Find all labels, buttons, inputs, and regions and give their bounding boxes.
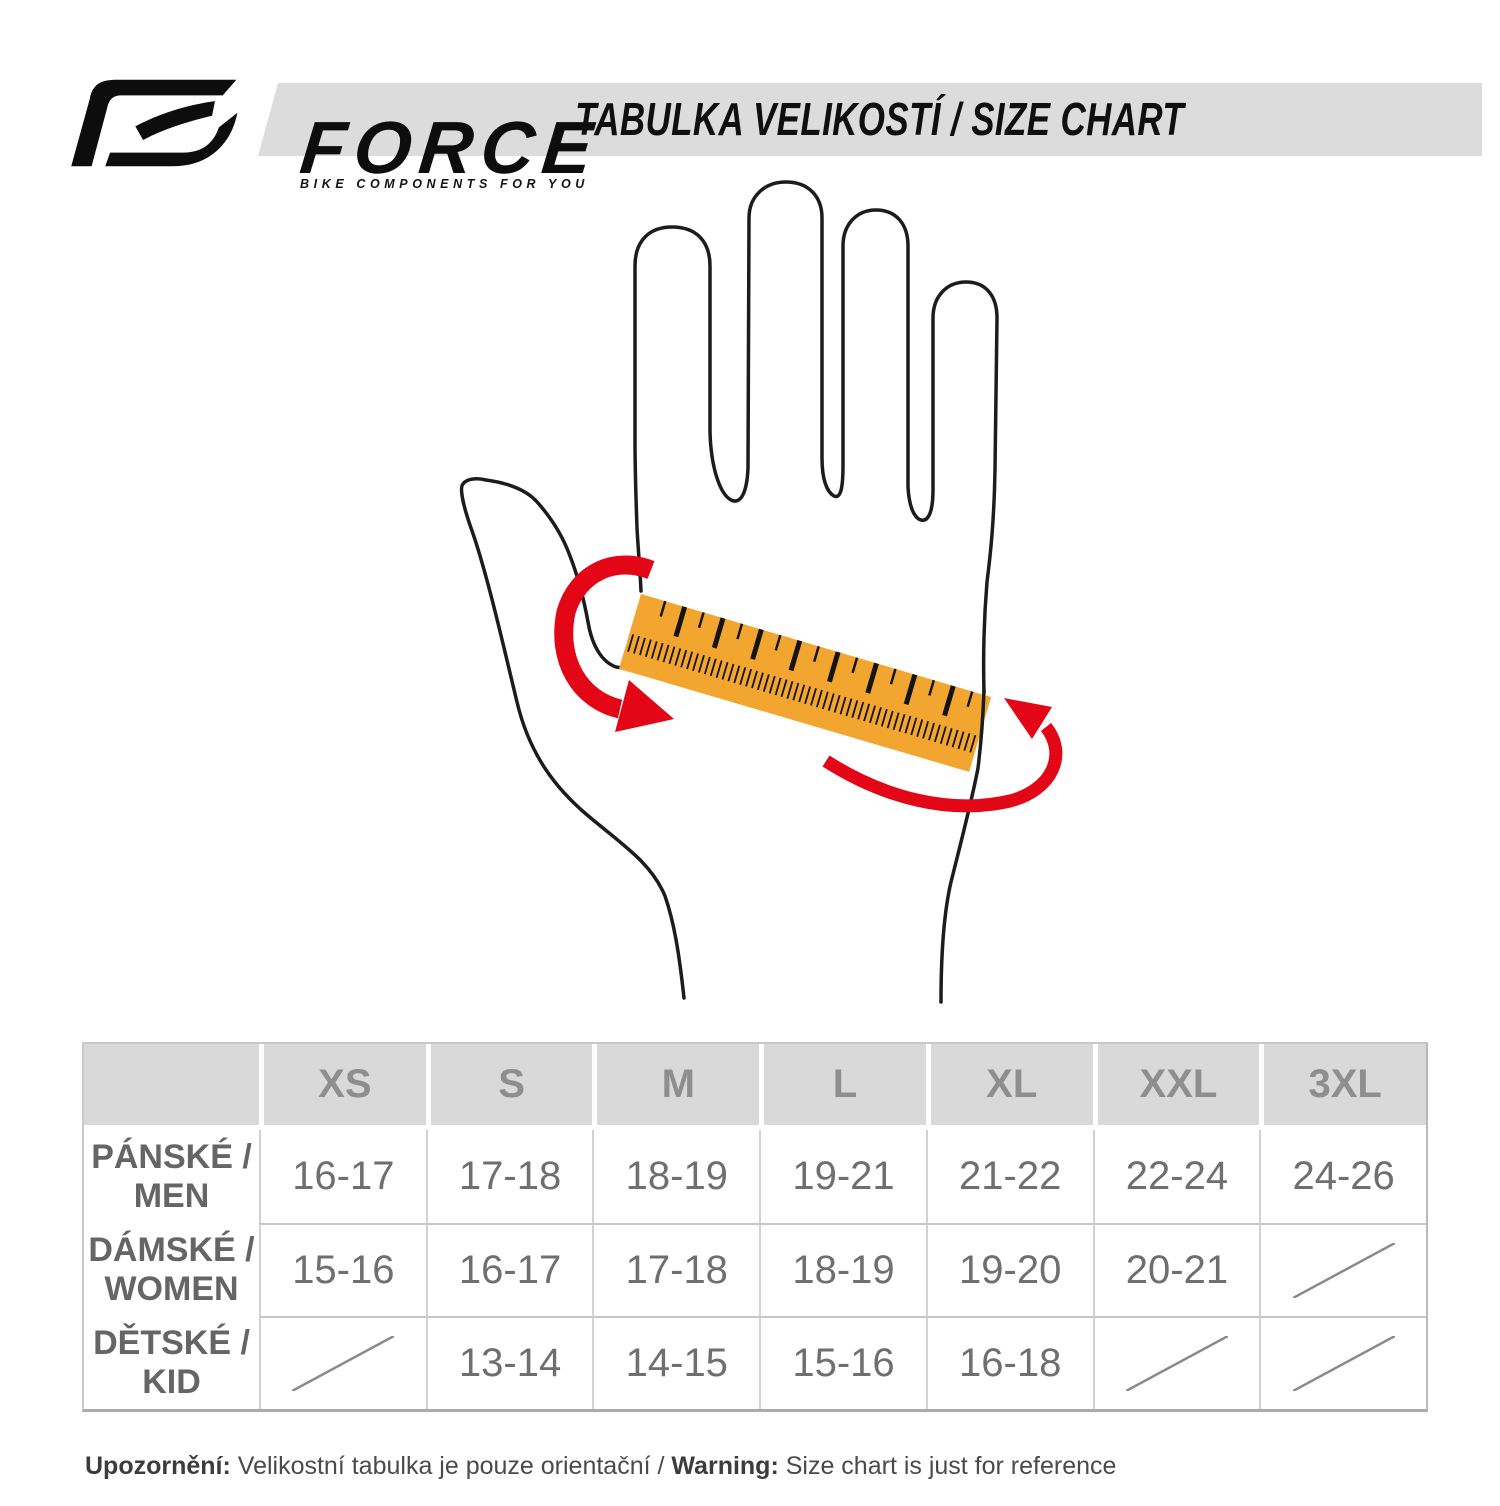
table-cell-kid-s: 13-14 <box>425 1316 593 1409</box>
measuring-tape <box>618 594 993 772</box>
table-cell-men-xxl: 22-24 <box>1092 1130 1260 1223</box>
table-cell-kid-xs-empty <box>259 1316 426 1409</box>
hand-outline-fingers <box>633 180 999 695</box>
table-cell-women-l: 18-19 <box>759 1223 926 1316</box>
row-header-women: DÁMSKÉ / WOMEN <box>88 1231 255 1308</box>
table-cell-kid-xl: 16-18 <box>925 1316 1093 1409</box>
table-cell-women-xl: 19-20 <box>925 1223 1093 1316</box>
brand-tagline: BIKE COMPONENTS FOR YOU <box>300 177 589 191</box>
measure-arrow-left <box>554 555 674 732</box>
page-title-text: TABULKA VELIKOSTÍ / SIZE CHART <box>575 93 1185 145</box>
footer-note-en: Size chart is just for reference <box>778 1452 1117 1480</box>
table-cell-kid-l: 15-16 <box>759 1316 926 1409</box>
footer-note-cz: Velikostní tabulka je pouze orientační / <box>230 1452 672 1480</box>
table-cell-men-xl: 21-22 <box>925 1130 1093 1223</box>
table-cell-men-xs: 16-17 <box>259 1130 426 1223</box>
hand-outline-left <box>459 477 686 1000</box>
not-available-diagonal <box>1292 1243 1395 1298</box>
col-header-l: L <box>759 1044 926 1130</box>
header-band <box>258 83 1482 156</box>
footer-note-cz-label: Upozornění: <box>85 1452 231 1480</box>
col-header-xs: XS <box>259 1044 426 1130</box>
row-header-men: PÁNSKÉ / MEN <box>91 1138 252 1215</box>
not-available-diagonal <box>1292 1336 1395 1391</box>
table-cell-men-l: 19-21 <box>759 1130 926 1223</box>
table-cell-kid-m: 14-15 <box>592 1316 760 1409</box>
col-header-xl: XL <box>925 1044 1093 1130</box>
table-cell-kid-xxl-empty <box>1092 1316 1260 1409</box>
table-cell-men-m: 18-19 <box>592 1130 759 1223</box>
table-cell-men-3xl: 24-26 <box>1259 1130 1426 1223</box>
table-cell-women-m: 17-18 <box>592 1223 760 1316</box>
table-corner-cell <box>84 1044 259 1130</box>
footer-note: Upozornění: Velikostní tabulka je pouze … <box>85 1452 1116 1481</box>
table-cell-men-s: 17-18 <box>425 1130 593 1223</box>
row-header-kid: DĚTSKÉ / KID <box>93 1324 250 1401</box>
footer-note-en-label: Warning: <box>671 1452 779 1480</box>
col-header-3xl: 3XL <box>1259 1044 1426 1130</box>
col-header-m: M <box>592 1044 760 1130</box>
force-logo-icon <box>71 79 238 167</box>
hand-outline-wrist-right <box>939 688 986 1004</box>
table-cell-women-3xl-empty <box>1259 1223 1426 1316</box>
col-header-s: S <box>425 1044 593 1130</box>
table-cell-women-xxl: 20-21 <box>1092 1223 1260 1316</box>
table-cell-kid-3xl-empty <box>1259 1316 1426 1409</box>
measure-arrow-right <box>822 698 1063 813</box>
col-header-xxl: XXL <box>1092 1044 1260 1130</box>
size-chart-table: XS S M L XL XXL 3XL PÁNSKÉ / MEN 16-17 1… <box>82 1042 1428 1412</box>
not-available-diagonal <box>292 1336 395 1391</box>
page-title: TABULKA VELIKOSTÍ / SIZE CHART <box>278 84 1482 154</box>
hand-measuring-illustration <box>459 180 1063 1004</box>
not-available-diagonal <box>1125 1336 1228 1391</box>
table-cell-women-xs: 15-16 <box>259 1223 426 1316</box>
table-cell-women-s: 16-17 <box>425 1223 593 1316</box>
